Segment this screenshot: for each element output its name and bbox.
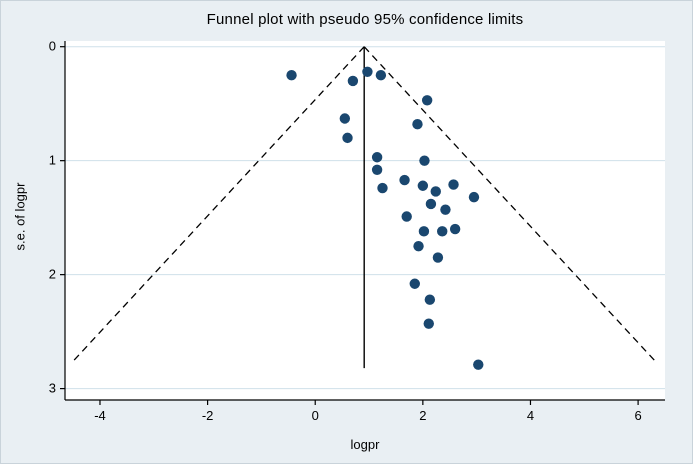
data-point	[371, 152, 383, 163]
data-point	[399, 174, 410, 186]
x-tick-label: 6	[634, 408, 641, 423]
x-tick-label: -2	[202, 408, 214, 423]
x-tick-label: 0	[312, 408, 319, 423]
data-point	[371, 164, 383, 175]
y-tick-label: 2	[49, 267, 56, 282]
data-point	[448, 179, 459, 190]
data-point	[412, 118, 423, 130]
data-point	[286, 69, 297, 81]
data-point	[430, 186, 441, 197]
data-point	[425, 198, 437, 210]
data-point	[421, 95, 433, 106]
data-point	[418, 226, 430, 237]
x-tick-label: 4	[527, 408, 534, 423]
data-point	[473, 359, 484, 370]
data-point	[417, 180, 429, 191]
y-tick-label: 0	[49, 39, 56, 54]
data-point	[342, 132, 353, 144]
x-tick-label: -4	[94, 408, 106, 423]
data-point	[401, 211, 412, 222]
data-point	[413, 240, 424, 252]
data-point	[362, 66, 373, 77]
data-point	[377, 182, 388, 194]
y-tick-label: 1	[49, 153, 56, 168]
data-point	[449, 223, 461, 235]
data-point	[423, 318, 434, 329]
data-point	[432, 252, 444, 263]
x-axis-label: logpr	[350, 437, 380, 452]
data-point	[437, 226, 448, 237]
data-point	[419, 155, 430, 166]
data-point	[347, 75, 359, 87]
data-point	[339, 113, 351, 124]
data-point	[409, 278, 420, 289]
plot-area	[65, 41, 665, 400]
y-tick-label: 3	[49, 381, 56, 396]
data-point	[375, 69, 387, 81]
chart-title: Funnel plot with pseudo 95% confidence l…	[206, 11, 524, 28]
data-point	[440, 204, 451, 215]
data-point	[468, 191, 480, 203]
x-tick-label: 2	[419, 408, 426, 423]
data-point	[424, 294, 436, 305]
